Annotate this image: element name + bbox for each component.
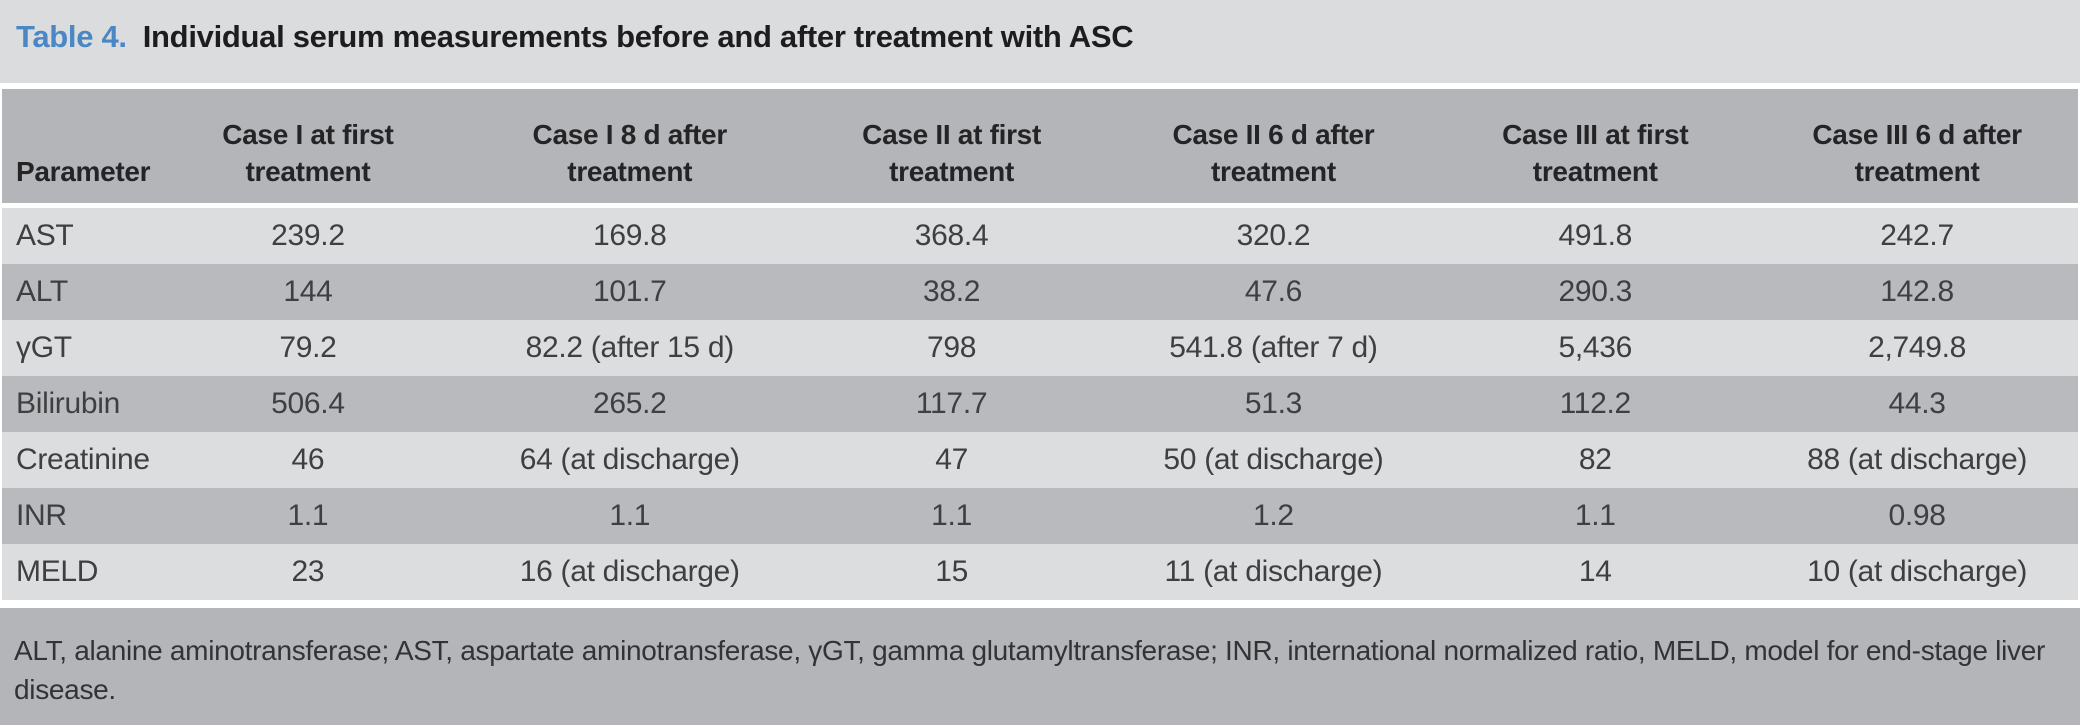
table-cell: 47.6 (1244, 275, 1303, 308)
table-cell: 1.1 (1574, 499, 1616, 532)
table-cell: 1.1 (287, 499, 329, 532)
column-header-case2-first: Case II at first treatment (791, 89, 1113, 203)
serum-measurements-table: Parameter Case I at first treatment Case… (0, 89, 2080, 600)
table-cell: 16 (at discharge) (519, 555, 740, 588)
header-line: Case III at first (1502, 119, 1689, 150)
column-header-case3-after: Case III 6 d after treatment (1756, 89, 2078, 203)
table-cell: 15 (935, 555, 968, 588)
separator (0, 600, 2080, 608)
separator (0, 83, 2080, 89)
header-line: treatment (1210, 156, 1336, 187)
table-title-bar: Table 4. Individual serum measurements b… (0, 0, 2080, 83)
header-line: Case II at first (862, 119, 1041, 150)
table-cell: 64 (at discharge) (519, 443, 740, 476)
separator (2, 203, 2078, 208)
column-header-parameter: Parameter (2, 89, 151, 203)
row-parameter: γGT (16, 331, 72, 364)
table-cell: 47 (935, 443, 968, 476)
table-cell: 144 (283, 275, 333, 308)
table-cell: 265.2 (592, 387, 667, 420)
table-number-label: Table 4. (16, 18, 127, 54)
header-line: treatment (889, 156, 1015, 187)
row-parameter: Creatinine (16, 443, 150, 476)
table-cell: 541.8 (after 7 d) (1169, 331, 1378, 364)
table-row-bilirubin: Bilirubin 506.4 265.2 117.7 51.3 112.2 4… (2, 376, 2078, 432)
table-cell: 242.7 (1880, 219, 1954, 252)
table-cell: 798 (927, 331, 977, 364)
table-cell: 10 (at discharge) (1807, 555, 2028, 588)
table-cell: 101.7 (592, 275, 667, 308)
table-cell: 88 (at discharge) (1807, 443, 2028, 476)
header-line: Case III 6 d after (1812, 119, 2022, 150)
header-line: Case I at first (222, 119, 394, 150)
table-cell: 239.2 (271, 219, 345, 252)
table-footnote: ALT, alanine aminotransferase; AST, aspa… (0, 608, 2080, 725)
table-cell: 506.4 (271, 387, 345, 420)
table-cell: 117.7 (915, 387, 988, 420)
table-cell: 1.1 (931, 499, 972, 532)
table-title-text: Individual serum measurements before and… (142, 18, 1134, 54)
table-header-row: Parameter Case I at first treatment Case… (2, 89, 2078, 203)
table-cell: 5,436 (1558, 331, 1633, 364)
row-parameter: Bilirubin (16, 387, 121, 420)
table-cell: 23 (291, 555, 325, 588)
table-cell: 11 (at discharge) (1164, 555, 1383, 588)
table-cell: 320.2 (1236, 219, 1311, 252)
table-row-creatinine: Creatinine 46 64 (at discharge) 47 50 (a… (2, 432, 2078, 488)
table-row-ggt: γGT 79.2 82.2 (after 15 d) 798 541.8 (af… (2, 320, 2078, 376)
table-row-alt: ALT 144 101.7 38.2 47.6 290.3 142.8 (2, 264, 2078, 320)
header-line: treatment (1532, 156, 1658, 187)
table-cell: 169.8 (592, 219, 667, 252)
column-header-case1-first: Case I at first treatment (147, 89, 469, 203)
table-cell: 50 (at discharge) (1163, 443, 1384, 476)
table-row-ast: AST 239.2 169.8 368.4 320.2 491.8 242.7 (2, 208, 2078, 264)
table-cell: 79.2 (279, 331, 337, 364)
header-line: Case II 6 d after (1172, 119, 1375, 150)
table-cell: 368.4 (914, 219, 989, 252)
table-cell: 82 (1578, 443, 1612, 476)
table-cell: 142.8 (1880, 275, 1954, 308)
table-cell: 2,749.8 (1868, 331, 1967, 364)
table-cell: 38.2 (922, 275, 981, 308)
row-parameter: INR (16, 499, 67, 532)
table-cell: 1.2 (1253, 499, 1294, 532)
header-line: treatment (245, 156, 371, 187)
table-cell: 112.2 (1559, 387, 1632, 420)
header-line: Parameter (16, 156, 151, 187)
table-cell: 491.8 (1558, 219, 1633, 252)
table-cell: 44.3 (1888, 387, 1946, 420)
table-cell: 14 (1578, 555, 1612, 588)
table-row-meld: MELD 23 16 (at discharge) 15 11 (at disc… (2, 544, 2078, 600)
row-parameter: MELD (16, 555, 99, 588)
table-cell: 82.2 (after 15 d) (525, 331, 735, 364)
column-header-case3-first: Case III at first treatment (1434, 89, 1756, 203)
header-line: treatment (567, 156, 693, 187)
header-line: treatment (1854, 156, 1980, 187)
table-cell: 290.3 (1558, 275, 1633, 308)
table-cell: 1.1 (609, 499, 651, 532)
table-cell: 0.98 (1888, 499, 1946, 532)
column-header-case1-after: Case I 8 d after treatment (469, 89, 791, 203)
table-cell: 51.3 (1244, 387, 1303, 420)
table-cell: 46 (291, 443, 325, 476)
column-header-case2-after: Case II 6 d after treatment (1113, 89, 1435, 203)
row-parameter: ALT (16, 275, 68, 308)
table-row-inr: INR 1.1 1.1 1.1 1.2 1.1 0.98 (2, 488, 2078, 544)
row-parameter: AST (16, 219, 74, 252)
header-line: Case I 8 d after (532, 119, 728, 150)
